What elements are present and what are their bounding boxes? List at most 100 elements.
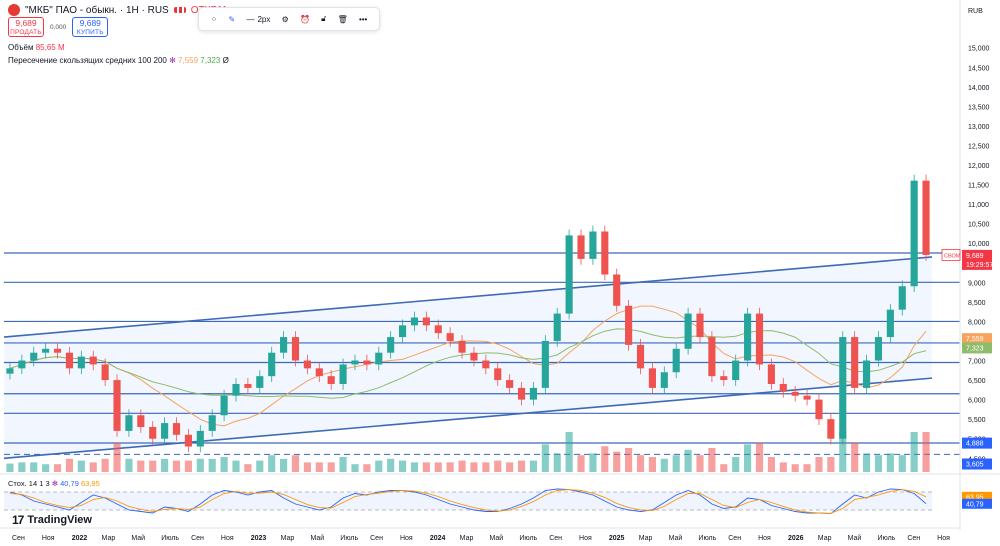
- y-tick-label: 14,500: [968, 65, 990, 72]
- volume-bar: [827, 457, 835, 472]
- volume-bar: [767, 457, 775, 472]
- pencil-icon[interactable]: ✎: [228, 14, 236, 24]
- candle-body: [161, 423, 169, 439]
- stoch-settings-icon[interactable]: ✻: [51, 479, 59, 488]
- symbol-header: "МКБ" ПАО - обыкн. · 1Н · RUS ОТКР11,: [8, 4, 230, 16]
- volume-bar: [422, 462, 430, 472]
- candle-body: [208, 415, 216, 431]
- volume-value: 85,65 M: [35, 43, 65, 52]
- x-tick-label: Сен: [12, 535, 25, 542]
- candle-body: [506, 380, 514, 388]
- ma-200-line: [9, 328, 927, 399]
- candle-body: [232, 383, 240, 396]
- volume-bar: [494, 460, 502, 472]
- candle-body: [172, 423, 181, 435]
- ma-value-2: 7,323: [200, 56, 221, 65]
- x-tick-label: Сен: [549, 535, 562, 542]
- volume-bar: [815, 457, 823, 472]
- channel-upper-line: [3, 256, 933, 338]
- candle-body: [696, 313, 704, 338]
- x-tick-label: Май: [490, 534, 504, 542]
- line-width-button[interactable]: —2px: [246, 15, 270, 24]
- y-tick-label: 6,000: [968, 398, 986, 405]
- x-tick-label: Ноя: [400, 535, 413, 542]
- ma-value-1: 7,559: [178, 56, 199, 65]
- candle-body: [720, 376, 728, 381]
- volume-bar: [744, 444, 752, 472]
- candle-body: [149, 426, 157, 439]
- volume-bar: [42, 464, 50, 472]
- y-tick-label: 10,500: [968, 222, 990, 229]
- volume-bar: [244, 464, 252, 472]
- candle-body: [672, 348, 680, 373]
- candle-body: [589, 231, 597, 259]
- tradingview-logo[interactable]: 17 TradingView: [12, 513, 92, 527]
- volume-bar: [874, 455, 883, 472]
- more-icon[interactable]: •••: [358, 14, 368, 24]
- x-tick-label: Сен: [728, 535, 741, 542]
- lock-icon[interactable]: 🔓︎: [321, 14, 327, 23]
- symbol-title[interactable]: "МКБ" ПАО - обыкн. · 1Н · RUS: [25, 4, 169, 16]
- spread-value: 0,000: [50, 23, 67, 31]
- price-label-box: [962, 258, 992, 270]
- volume-bar: [101, 458, 109, 472]
- candle-body: [767, 364, 775, 384]
- countdown-tag: [941, 248, 961, 261]
- ma-cross-legend[interactable]: Пересечение скользящих средних 100 200 ✻…: [8, 56, 229, 65]
- y-tick-label: 9,000: [968, 280, 986, 287]
- candle-body: [113, 380, 121, 431]
- candle-body: [482, 360, 490, 369]
- volume-bar: [339, 457, 347, 472]
- x-tick-label: Мар: [460, 535, 474, 542]
- volume-bar: [589, 453, 597, 472]
- volume-legend[interactable]: Объём 85,65 M: [8, 43, 65, 52]
- volume-bar: [684, 449, 692, 472]
- volume-bar: [208, 458, 216, 472]
- candle-body: [65, 352, 74, 369]
- buy-label: КУПИТЬ: [76, 29, 104, 36]
- alert-add-icon[interactable]: ⏰: [299, 14, 310, 24]
- price-label-text: 3,605: [966, 462, 984, 469]
- y-tick-label: 11,500: [968, 183, 989, 190]
- x-tick-label: Май: [848, 534, 862, 542]
- volume-bar: [18, 462, 26, 472]
- stochastic-label: Стох. 14 1 3: [8, 479, 50, 488]
- volume-bar: [351, 464, 359, 472]
- x-tick-label: 2026: [788, 535, 804, 542]
- template-icon[interactable]: ⁘: [210, 14, 218, 24]
- stochastic-legend[interactable]: Стох. 14 1 3 ✻ 40,79 63,95: [8, 479, 100, 488]
- sell-button[interactable]: 9,689 ПРОДАТЬ: [8, 17, 44, 37]
- volume-bar: [696, 455, 704, 472]
- settings-icon[interactable]: ✻: [169, 56, 176, 65]
- currency-label[interactable]: RUB: [968, 8, 983, 15]
- x-tick-label: Июль: [877, 535, 895, 542]
- volume-bar: [886, 453, 894, 472]
- candle-body: [446, 333, 454, 341]
- volume-bar: [220, 457, 228, 472]
- candle-body: [862, 360, 871, 388]
- candle-body: [125, 415, 133, 431]
- volume-bar: [458, 460, 466, 472]
- volume-bar: [577, 455, 585, 472]
- y-tick-label: 12,500: [968, 143, 990, 150]
- volume-bar: [732, 457, 740, 472]
- volume-bar: [839, 432, 847, 472]
- candle-body: [648, 368, 656, 388]
- candle-body: [184, 434, 192, 447]
- volume-bar: [862, 453, 871, 472]
- volume-bar: [303, 462, 311, 472]
- stoch-value-text: 40,79: [966, 501, 984, 508]
- volume-label: Объём: [8, 43, 34, 52]
- volume-bar: [410, 462, 419, 472]
- volume-bar: [791, 464, 799, 472]
- candle-body: [779, 383, 787, 392]
- tradingview-mark-icon: 17: [12, 513, 24, 527]
- y-tick-label: 15,000: [968, 46, 990, 53]
- y-tick-label: 7,000: [968, 359, 986, 366]
- settings-gear-icon[interactable]: ⚙: [281, 14, 289, 24]
- price-label-text: 7,559: [966, 336, 984, 343]
- tradingview-text: TradingView: [27, 514, 92, 526]
- trash-icon[interactable]: 🗑︎: [337, 14, 348, 24]
- buy-button[interactable]: 9,689 КУПИТЬ: [72, 17, 109, 37]
